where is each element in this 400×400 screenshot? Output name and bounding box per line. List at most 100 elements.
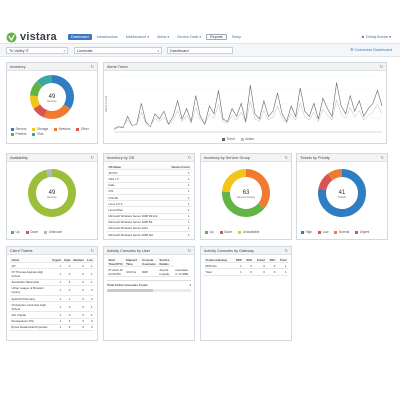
scrollbar-thumb[interactable] [107,288,154,292]
legend-item[interactable]: Unknown [44,230,62,234]
refresh-icon[interactable]: ↻ [187,248,191,253]
nav-tab-5[interactable]: Reports [206,34,227,40]
column-header[interactable]: Service Details [157,257,174,268]
legend-item[interactable]: VMs [32,132,43,136]
legend-item[interactable]: Down [219,230,232,234]
legend-item[interactable]: High [301,230,312,234]
nav-tab-1[interactable]: Infrastructure [96,35,118,39]
refresh-icon[interactable]: ↻ [284,155,288,160]
legend-item[interactable]: Urgent [355,230,369,234]
legend-item[interactable]: Servers [11,127,26,131]
nav-tab-2[interactable]: Maintenance ▾ [125,35,150,39]
donut-segment[interactable] [51,75,74,109]
site-select[interactable]: Luminate ▾ [74,47,162,54]
donut-segment[interactable] [318,173,333,191]
table-row[interactable]: IOS-XE 1 [107,194,191,202]
trend-series-line[interactable] [113,82,383,130]
donut-segment[interactable] [33,104,48,118]
column-header[interactable]: VNC [266,257,277,264]
table-row[interactable]: Microsoft Windows Server 2008 R2 Ent. 1 [107,213,191,220]
table-row[interactable]: Microsoft Windows Server 2008 Std 1 [107,231,191,237]
column-header[interactable]: RDP [232,257,244,264]
legend-item[interactable]: Other [76,127,89,131]
table-row[interactable]: RPM-AG 1 0 0 0 1 [204,262,288,270]
legend-item[interactable]: Low [318,230,328,234]
table-row[interactable]: 07-AUG-16 03:36 PM 4:03 hrs RDP Ammitt Forg… [107,266,191,278]
legend-swatch [318,230,322,234]
refresh-icon[interactable]: ↻ [380,155,384,160]
legend-item[interactable]: Up [205,230,214,234]
donut-segment[interactable] [30,95,41,109]
refresh-icon[interactable]: ↻ [90,155,94,160]
refresh-icon[interactable]: ↻ [379,64,383,69]
legend-item[interactable]: Normal [334,230,349,234]
column-header[interactable]: Start Time(UTC) [107,257,125,268]
column-header[interactable]: SSH [243,257,254,264]
table-row[interactable]: Linux 2.6.X 1 [107,200,191,208]
view-select[interactable]: Dashboard [167,47,233,54]
table-row[interactable]: Fake 1 [107,182,191,189]
table-row[interactable]: ASA 7.X 1 [107,175,191,183]
client-select[interactable]: Tri-Valley IT ▾ [6,47,68,54]
horizontal-scrollbar[interactable] [107,288,191,292]
donut-segment[interactable] [46,169,53,178]
legend-item[interactable]: Action [240,137,254,141]
column-header[interactable]: Total [276,257,288,264]
legend-item[interactable]: Printers [11,132,26,136]
table-row[interactable]: AIT 1 0 0 1 [10,262,94,270]
user-menu[interactable]: ☻ Dhiraj Kumar ▾ [361,34,391,40]
column-header[interactable]: Client [10,257,51,264]
column-header[interactable]: Vistara Gateway [204,257,233,264]
nav-tab-6[interactable]: Setup [231,35,242,39]
table-row[interactable]: Linux/Other 1 [107,206,191,214]
column-header[interactable]: Low [85,257,94,264]
table-row[interactable]: Microsoft Windows Server 2008 R2 1 [107,219,191,226]
app-logo[interactable]: vistara [6,31,57,43]
action-series-line[interactable] [113,98,383,129]
column-header[interactable]: High [62,257,72,264]
table-row[interactable]: AIG Capital 1 0 0 1 [10,311,94,319]
legend-item[interactable]: Network [54,127,70,131]
column-header[interactable]: Medium [71,257,86,264]
donut-segment[interactable] [30,80,43,97]
nav-tab-0[interactable]: Dashboard [68,34,92,40]
table-row[interactable]: Christopher Columbus High School 1 0 0 1 [10,301,94,313]
table-row[interactable]: Microsoft Windows Server 2012 1 [107,225,191,233]
donut-segment[interactable] [245,169,270,209]
donut-segment[interactable] [327,169,343,181]
table-row[interactable]: Spanish Pharmacy 1 1 0 4 [10,295,94,303]
column-header[interactable]: OS Name [107,164,169,171]
table-row[interactable]: AIX/XX 1 [107,169,191,177]
column-header[interactable]: Elapsed Time [124,257,141,268]
refresh-icon[interactable]: ↻ [187,155,191,160]
table-row[interactable]: iOS 1 [107,188,191,195]
nav-tab-4[interactable]: Service Desk ▾ [177,35,202,39]
donut-segment[interactable] [36,75,53,88]
column-header[interactable]: Console Username [140,257,158,268]
donut-segment[interactable] [43,104,71,119]
column-header[interactable]: Urgent [50,257,63,264]
table-row[interactable]: Alexandria Tabernacle 1 5 5 1 [10,279,94,286]
refresh-icon[interactable]: ↻ [284,248,288,253]
table-row[interactable]: Bynes Residential Properties 1 0 0 3 [10,324,94,331]
legend-item[interactable]: Unavailable [238,230,259,234]
table-row[interactable]: ST Thomas Aquinas High School 1 0 0 1 [10,268,94,280]
refresh-icon[interactable]: ↻ [90,248,94,253]
legend-item[interactable]: Up [11,230,20,234]
table-row[interactable]: Renaissance STA 1 3 3 0 [10,318,94,325]
legend-item[interactable]: Storage [32,127,48,131]
nav-tab-3[interactable]: Alerts ▾ [157,35,170,39]
table-row[interactable]: Total 1 0 0 0 1 [204,268,288,276]
legend-item[interactable]: Down [25,230,38,234]
refresh-icon[interactable]: ↻ [90,64,94,69]
customize-dashboard-link[interactable]: ⚙ Customize Dashboard [350,48,392,53]
legend-swatch [44,230,48,234]
donut-segment[interactable] [318,169,366,217]
donut-segment[interactable] [222,169,247,193]
donut-segment[interactable] [222,191,265,217]
legend-item[interactable]: Trend [222,137,235,141]
column-header[interactable]: Telnet [253,257,267,264]
table-row[interactable]: Urban League of Broward County 1 0 0 0 [10,285,94,296]
column-header[interactable]: Device Count [168,164,191,171]
donut-segment[interactable] [28,169,76,217]
